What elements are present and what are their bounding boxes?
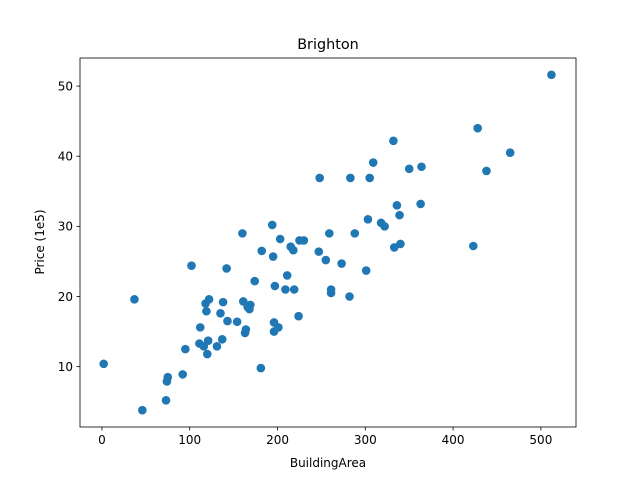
data-point-65 [389, 136, 398, 146]
x-axis: 0 100 200 300 400 500 [98, 427, 552, 447]
data-point-40 [275, 234, 285, 244]
data-point-54 [326, 285, 336, 294]
data-point-21 [222, 264, 231, 273]
x-tick-label: 300 [354, 433, 377, 447]
data-point-23 [232, 317, 242, 327]
data-point-44 [289, 245, 298, 255]
data-point-27 [241, 325, 251, 334]
data-point-67 [392, 201, 402, 210]
data-point-42 [282, 271, 292, 280]
data-point-60 [363, 215, 373, 224]
data-point-16 [204, 295, 214, 304]
data-point-6 [178, 370, 188, 379]
data-point-62 [368, 158, 378, 167]
chart-title: Brighton [297, 37, 359, 53]
data-point-20 [218, 297, 228, 307]
data-point-13 [202, 306, 211, 316]
y-tick-label: 40 [58, 150, 73, 164]
data-point-19 [217, 335, 227, 344]
data-point-56 [345, 292, 354, 301]
data-point-72 [417, 162, 426, 172]
data-point-35 [268, 252, 278, 261]
data-point-74 [473, 123, 482, 133]
data-point-14 [202, 349, 212, 359]
x-tick-label: 0 [98, 433, 106, 447]
data-point-30 [246, 300, 255, 310]
x-tick-label: 500 [529, 433, 552, 447]
y-tick-label: 10 [58, 360, 73, 374]
data-point-15 [203, 336, 213, 346]
data-point-55 [337, 259, 346, 268]
data-point-22 [223, 316, 232, 326]
data-point-10 [195, 323, 205, 332]
data-point-41 [281, 285, 290, 294]
y-tick-label: 50 [58, 79, 73, 93]
data-point-49 [314, 247, 324, 256]
data-point-57 [346, 173, 355, 183]
data-point-70 [404, 164, 414, 174]
data-point-52 [325, 229, 334, 238]
data-point-69 [396, 239, 405, 249]
y-axis-label: Price (1e5) [33, 209, 47, 274]
y-tick-label: 20 [58, 290, 73, 304]
data-point-38 [270, 281, 280, 291]
points-layer [99, 70, 556, 415]
data-point-17 [212, 342, 222, 351]
data-point-50 [315, 173, 324, 183]
data-point-33 [257, 246, 267, 256]
data-point-73 [468, 241, 478, 251]
plot-frame [79, 57, 577, 428]
data-point-32 [256, 363, 266, 373]
x-tick-label: 200 [266, 433, 289, 447]
data-point-39 [274, 323, 283, 332]
data-point-71 [416, 199, 425, 209]
x-tick-label: 400 [442, 433, 465, 447]
data-point-18 [216, 309, 225, 318]
data-point-68 [395, 210, 404, 220]
data-point-45 [289, 285, 299, 294]
data-point-76 [505, 148, 515, 158]
data-point-59 [361, 266, 371, 275]
data-point-64 [380, 222, 389, 231]
data-point-8 [187, 261, 196, 270]
y-tick-label: 30 [58, 220, 73, 234]
data-point-3 [161, 396, 171, 405]
data-point-24 [238, 229, 247, 238]
data-point-46 [294, 311, 303, 321]
data-point-51 [321, 255, 331, 265]
data-point-61 [365, 173, 375, 183]
data-point-58 [350, 229, 360, 238]
data-point-1 [130, 295, 139, 304]
data-point-31 [250, 276, 259, 286]
data-point-75 [482, 166, 491, 176]
data-point-2 [138, 405, 147, 415]
data-point-5 [163, 372, 173, 382]
x-tick-label: 100 [178, 433, 201, 447]
x-axis-label: BuildingArea [290, 456, 366, 470]
data-point-34 [267, 220, 277, 230]
data-point-0 [99, 359, 108, 369]
data-point-48 [299, 236, 309, 245]
y-axis: 10 20 30 40 50 [58, 79, 80, 374]
data-point-77 [547, 70, 556, 80]
data-point-7 [181, 344, 190, 354]
